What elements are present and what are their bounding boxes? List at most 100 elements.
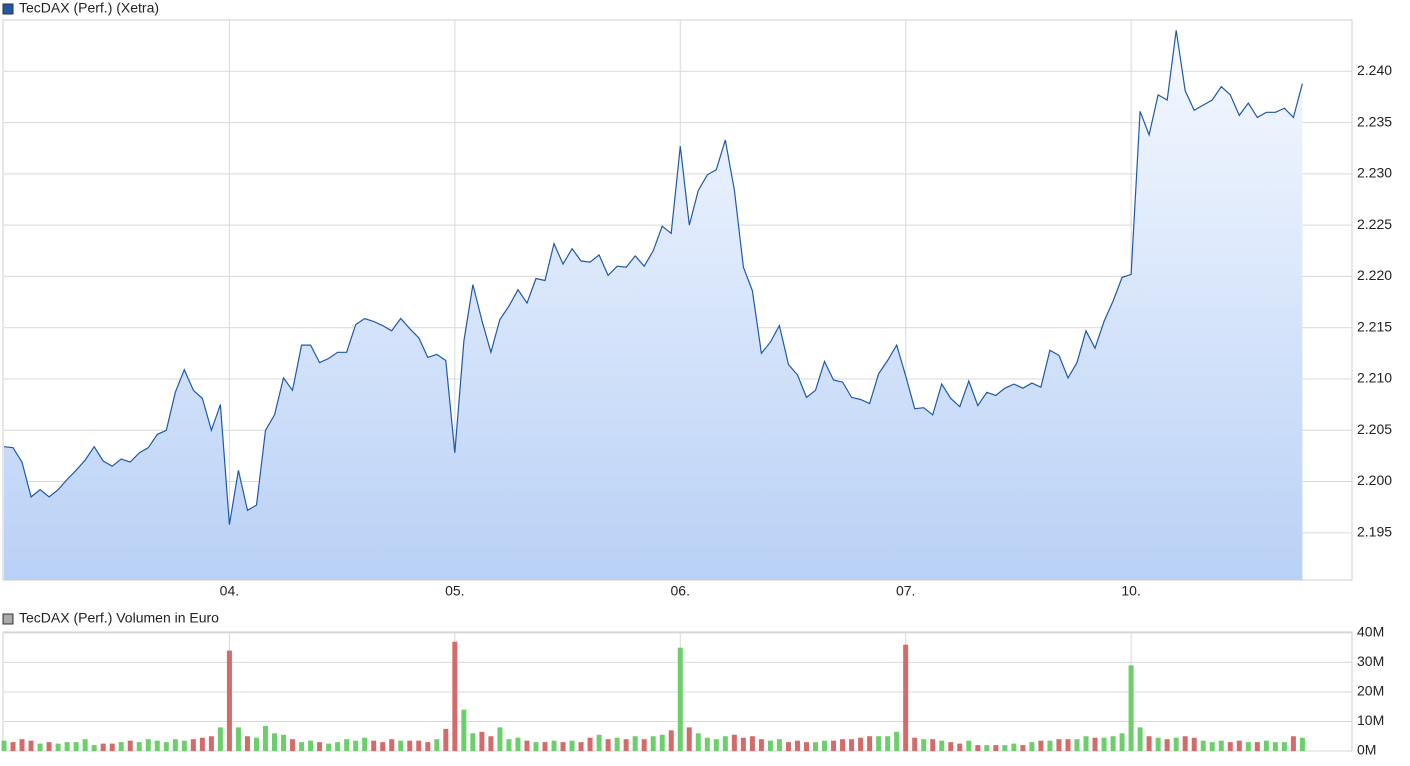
volume-bar <box>551 740 557 751</box>
volume-bar <box>776 739 782 751</box>
volume-bar <box>1281 742 1287 751</box>
volume-bar <box>858 737 864 751</box>
volume-bar <box>966 740 972 751</box>
volume-bar <box>840 739 846 751</box>
volume-bar <box>740 737 746 751</box>
volume-bar <box>785 742 791 751</box>
volume-bar <box>623 739 629 751</box>
volume-bar <box>73 742 79 751</box>
volume-bar <box>82 739 88 751</box>
volume-bar <box>1065 739 1071 751</box>
volume-bar <box>1272 742 1278 751</box>
area-fill <box>4 30 1303 581</box>
volume-bar <box>407 740 413 751</box>
y-tick-label: 2.210 <box>1357 370 1392 386</box>
volume-bar <box>353 740 359 751</box>
volume-bar <box>281 734 287 751</box>
volume-bar <box>272 733 278 751</box>
volume-bar <box>1227 742 1233 751</box>
volume-bar <box>749 736 755 751</box>
volume-bar <box>849 739 855 751</box>
price-line <box>3 30 1303 525</box>
volume-bar <box>46 742 52 751</box>
volume-bar <box>1056 739 1062 751</box>
volume-bar <box>939 740 945 751</box>
volume-bar <box>64 742 70 751</box>
chart-title: TecDAX (Perf.) (Xetra) <box>19 0 159 16</box>
volume-bar <box>290 739 296 751</box>
y-tick-label: 20M <box>1357 683 1384 699</box>
volume-bar <box>948 742 954 751</box>
volume-bar <box>1083 736 1089 751</box>
volume-bar <box>100 743 106 751</box>
volume-bar <box>1245 742 1251 751</box>
volume-bar <box>876 736 882 751</box>
volume-bar <box>443 728 449 751</box>
volume-bar <box>722 736 728 751</box>
volume-bar <box>389 739 395 751</box>
volume-bar <box>1 740 7 751</box>
volume-bar <box>596 734 602 751</box>
volume-bar <box>253 737 259 751</box>
volume-bar <box>154 740 160 751</box>
volume-bar <box>533 742 539 751</box>
volume-bar <box>190 739 196 751</box>
volume-bar <box>434 739 440 751</box>
volume-bar <box>145 739 151 751</box>
volume-bar <box>488 736 494 751</box>
volume-bar <box>172 739 178 751</box>
volume-bar <box>470 733 476 751</box>
volume-bar <box>299 742 305 751</box>
volume-bar <box>894 731 900 751</box>
volume-bar <box>416 740 422 751</box>
volume-bar <box>1146 736 1152 751</box>
volume-bar <box>1191 737 1197 751</box>
volume-bar <box>975 745 981 751</box>
volume-bar <box>1299 737 1305 751</box>
volume-bar <box>497 727 503 751</box>
volume-bar <box>1047 740 1053 751</box>
volume-bar <box>1164 739 1170 751</box>
volume-bar <box>262 725 268 751</box>
volume-bar <box>731 734 737 751</box>
volume-bar <box>713 739 719 751</box>
volume-bar <box>515 737 521 751</box>
volume-bar <box>226 650 232 751</box>
chart-title: TecDAX (Perf.) Volumen in Euro <box>19 610 219 626</box>
volume-bar <box>605 739 611 751</box>
volume-bar <box>903 644 909 751</box>
volume-bar <box>1011 743 1017 751</box>
volume-bar <box>831 740 837 751</box>
volume-bar <box>614 737 620 751</box>
volume-bar <box>127 740 133 751</box>
volume-bar <box>524 740 530 751</box>
volume-bar <box>1263 740 1269 751</box>
volume-bar <box>19 739 25 751</box>
volume-bar <box>668 730 674 751</box>
volume-bar <box>335 742 341 751</box>
volume-bar <box>199 737 205 751</box>
volume-bar <box>632 736 638 751</box>
volume-bar <box>704 737 710 751</box>
volume-bar <box>163 742 169 751</box>
legend-swatch <box>2 3 14 15</box>
volume-bar <box>1002 745 1008 751</box>
volume-bar <box>578 742 584 751</box>
volume-bar <box>560 742 566 751</box>
volume-bar <box>136 742 142 751</box>
volume-bar <box>1038 740 1044 751</box>
volume-bar <box>542 742 548 751</box>
volume-bar <box>1101 737 1107 751</box>
x-tick-label: 05. <box>445 583 464 599</box>
volume-bar <box>425 742 431 751</box>
volume-bar <box>569 740 575 751</box>
volume-bar <box>641 739 647 751</box>
volume-bar <box>28 740 34 751</box>
volume-bar <box>317 742 323 751</box>
volume-bar <box>91 745 97 751</box>
volume-bar <box>677 647 683 751</box>
volume-bar <box>1137 727 1143 751</box>
volume-bar <box>1218 740 1224 751</box>
volume-bar <box>118 742 124 751</box>
volume-bar <box>803 742 809 751</box>
